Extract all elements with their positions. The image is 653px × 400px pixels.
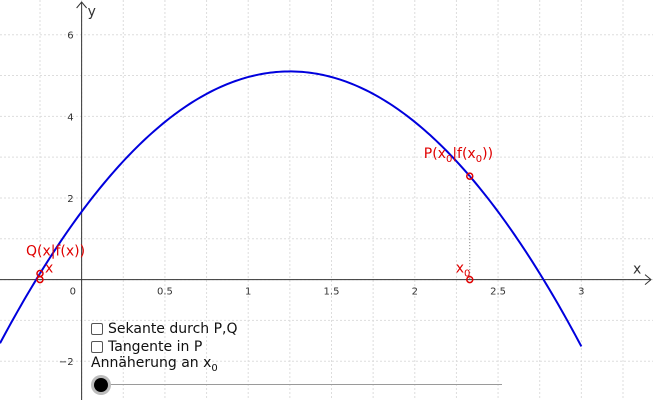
function-graph[interactable] — [0, 70, 583, 347]
x-tick-label: 2.5 — [490, 287, 506, 298]
secant-checkbox-label: Sekante durch P,Q — [108, 321, 238, 337]
point-x-on-axis[interactable] — [36, 275, 44, 284]
y-axis-label: y — [88, 4, 96, 20]
point-q-label: Q(x|f(x)) — [26, 243, 85, 259]
origin-label: 0 — [70, 287, 76, 298]
tangent-checkbox-label: Tangente in P — [108, 339, 203, 355]
point-x-label: x — [45, 261, 53, 277]
point-markers[interactable]: P(x0|f(x0)) Q(x|f(x)) x x0 — [26, 146, 493, 284]
x-axis-label: x — [633, 262, 641, 278]
x-tick-label: 0.5 — [157, 287, 173, 298]
x-axis-arrow-icon — [644, 274, 652, 285]
secant-checkbox[interactable] — [91, 323, 103, 335]
tangent-checkbox-row[interactable]: Tangente in P — [91, 339, 202, 355]
point-p[interactable] — [466, 172, 474, 180]
x-tick-label: 2 — [412, 287, 418, 298]
slider-caption: Annäherung an x0 — [91, 355, 218, 374]
x-tick-label: 3 — [578, 287, 584, 298]
tangent-checkbox[interactable] — [91, 341, 103, 353]
y-tick-label: 2 — [67, 194, 73, 205]
point-x0-label: x0 — [456, 261, 471, 280]
y-tick-label: −2 — [59, 357, 74, 368]
slider-knob[interactable] — [94, 378, 108, 392]
tick-labels: 0.5 1 1.5 2 2.5 3 6 4 2 −2 — [59, 31, 585, 369]
x-tick-label: 1 — [245, 287, 251, 298]
slider-track[interactable] — [101, 384, 502, 385]
x-tick-label: 1.5 — [324, 287, 340, 298]
y-tick-label: 6 — [67, 31, 73, 42]
y-axis-arrow-icon — [76, 1, 88, 9]
point-p-label: P(x0|f(x0)) — [424, 146, 493, 165]
point-x0-on-axis[interactable] — [466, 275, 474, 284]
y-tick-label: 4 — [67, 112, 73, 123]
secant-checkbox-row[interactable]: Sekante durch P,Q — [91, 321, 238, 337]
